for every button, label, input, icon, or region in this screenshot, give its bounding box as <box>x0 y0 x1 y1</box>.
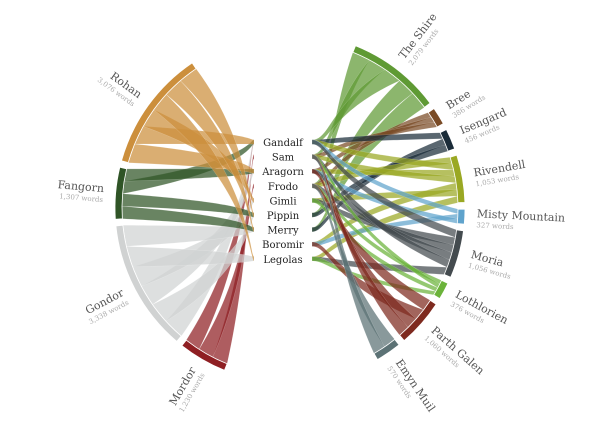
character-label-pippin: Pippin <box>267 211 300 222</box>
character-label-sam: Sam <box>272 153 295 164</box>
arc-lothlorien <box>433 279 449 300</box>
character-label-gimli: Gimli <box>269 196 296 207</box>
arc-rivendell <box>449 154 466 204</box>
arc-parth-galen <box>399 299 437 342</box>
arc-emyn-muil <box>373 338 400 361</box>
arc-rohan <box>120 62 197 164</box>
arc-gondor <box>115 224 182 342</box>
character-label-aragorn: Aragorn <box>261 167 304 178</box>
character-labels: Gandalf Sam Aragorn Frodo Gimli Pippin Merry Bo… <box>261 138 304 266</box>
location-name: Misty Mountain <box>477 207 566 224</box>
character-label-merry: Merry <box>267 226 299 237</box>
ribbon-lothlorien-gimli <box>311 197 439 292</box>
arc-layer <box>114 45 466 371</box>
location-name: Fangorn <box>57 178 104 195</box>
arc-mordor <box>181 339 228 371</box>
character-label-boromir: Boromir <box>262 240 304 251</box>
arc-the-shire <box>352 45 431 108</box>
ribbon-rohan-pippin <box>180 68 255 218</box>
arc-bree <box>427 108 444 128</box>
ribbon-layer <box>121 51 459 365</box>
character-label-legolas: Legolas <box>263 255 302 266</box>
arc-misty-mountain <box>456 208 466 225</box>
character-label-frodo: Frodo <box>268 182 298 193</box>
arc-isengard <box>439 128 456 152</box>
ribbon-emyn-muil-sam <box>311 154 385 354</box>
ribbon-mordor-frodo <box>198 183 255 358</box>
location-word-count: 1,307 words <box>59 192 104 204</box>
arc-fangorn <box>114 166 128 220</box>
ribbon-moria-gandalf <box>311 139 457 238</box>
arc-moria <box>443 229 464 278</box>
location-word-count: 327 words <box>476 221 514 231</box>
character-label-gandalf: Gandalf <box>263 138 304 149</box>
ribbon-rohan-legolas <box>153 94 255 262</box>
ribbon-rohan-merry <box>165 80 255 233</box>
